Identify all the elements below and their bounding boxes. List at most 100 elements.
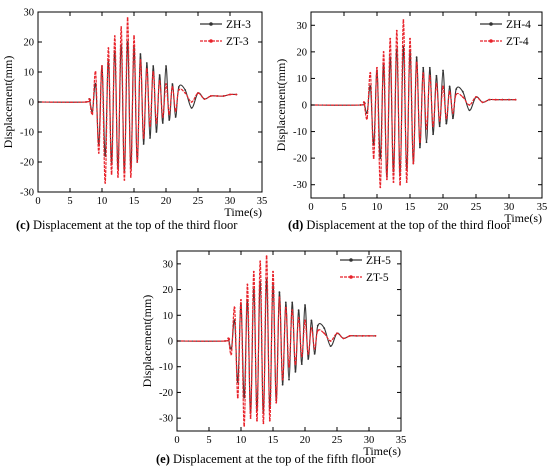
data-point-zh-3 bbox=[165, 65, 167, 67]
data-point-zt-4 bbox=[461, 96, 464, 98]
series-line-zt-3 bbox=[38, 17, 237, 184]
legend-marker bbox=[489, 22, 493, 26]
data-point-zt-3 bbox=[107, 47, 110, 49]
data-point-zh-4 bbox=[419, 146, 421, 149]
y-tick-label: 10 bbox=[297, 74, 308, 85]
data-point-zh-3 bbox=[145, 62, 148, 64]
data-point-zt-5 bbox=[249, 417, 252, 419]
data-point-zh-5 bbox=[278, 291, 281, 293]
data-point-zh-4 bbox=[445, 122, 448, 125]
data-point-zt-3 bbox=[142, 137, 145, 139]
y-tick-label: -30 bbox=[20, 188, 34, 199]
legend-marker bbox=[209, 22, 213, 26]
data-point-zt-5 bbox=[323, 332, 326, 335]
data-point-zh-3 bbox=[139, 53, 142, 55]
x-tick-label: 30 bbox=[504, 202, 515, 213]
data-point-zt-4 bbox=[422, 72, 425, 74]
data-point-zh-5 bbox=[300, 363, 303, 365]
data-point-zt-3 bbox=[158, 80, 161, 82]
data-point-zt-5 bbox=[307, 353, 310, 355]
data-point-zt-5 bbox=[342, 337, 345, 340]
data-point-zt-4 bbox=[514, 98, 517, 101]
data-point-zt-3 bbox=[168, 113, 171, 115]
data-point-zt-4 bbox=[428, 74, 431, 77]
series-line-zt-4 bbox=[311, 19, 516, 189]
data-point-zt-3 bbox=[123, 179, 126, 181]
data-point-zt-3 bbox=[117, 176, 119, 178]
y-tick-label: 0 bbox=[302, 101, 307, 112]
data-point-zh-4 bbox=[425, 141, 428, 144]
y-tick-label: 0 bbox=[168, 337, 173, 348]
data-point-zt-3 bbox=[171, 86, 174, 88]
data-point-zt-3 bbox=[209, 95, 212, 97]
data-point-zh-3 bbox=[177, 86, 180, 88]
data-point-zt-4 bbox=[366, 117, 368, 120]
data-point-zt-5 bbox=[300, 355, 303, 358]
data-point-zt-4 bbox=[409, 37, 411, 40]
data-point-zt-4 bbox=[359, 104, 362, 106]
data-point-zt-4 bbox=[481, 101, 484, 104]
y-tick-label: 20 bbox=[297, 47, 308, 58]
data-point-zt-5 bbox=[304, 319, 306, 322]
y-tick-label: -10 bbox=[293, 127, 307, 138]
plot-e: 0 5 10 15 20 25 30 35-30-20-100102030Time(s)Dis… bbox=[140, 250, 406, 458]
x-tick-label: 5 bbox=[206, 435, 211, 446]
data-point-zt-3 bbox=[97, 152, 100, 154]
data-point-zt-5 bbox=[243, 425, 246, 427]
data-point-zt-3 bbox=[136, 161, 139, 163]
data-point-zt-4 bbox=[389, 37, 392, 40]
data-point-zt-4 bbox=[501, 98, 504, 101]
data-point-zt-3 bbox=[155, 122, 158, 124]
x-tick-label: 30 bbox=[225, 196, 236, 207]
data-point-zt-3 bbox=[235, 93, 238, 96]
caption-c-text: Displacement at the top of the third flo… bbox=[33, 218, 238, 232]
data-point-zt-3 bbox=[113, 35, 116, 37]
y-axis-label: Displacement(mm) bbox=[274, 59, 288, 152]
y-axis-label: Displacement(mm) bbox=[1, 56, 15, 149]
data-point-zt-5 bbox=[284, 306, 287, 309]
x-tick-label: 25 bbox=[332, 435, 343, 446]
data-point-zt-4 bbox=[369, 72, 372, 74]
data-point-zh-3 bbox=[161, 122, 164, 124]
y-tick-label: -20 bbox=[20, 158, 34, 169]
data-point-zt-5 bbox=[224, 340, 226, 342]
x-tick-label: 35 bbox=[537, 202, 548, 213]
data-point-zt-5 bbox=[336, 332, 338, 335]
x-tick-label: 10 bbox=[97, 196, 108, 207]
data-point-zt-3 bbox=[203, 98, 206, 100]
y-axis-label: Displacement(mm) bbox=[140, 295, 154, 388]
legend: ZH-3 ZT-3 bbox=[200, 19, 251, 48]
caption-d-tag: (d) bbox=[288, 218, 304, 232]
data-point-zh-3 bbox=[171, 83, 174, 85]
caption-d: (d) Displacement at the top of the third… bbox=[288, 218, 511, 233]
data-point-zt-5 bbox=[236, 396, 239, 399]
data-point-zt-4 bbox=[494, 98, 497, 101]
data-point-zh-4 bbox=[435, 74, 438, 77]
data-point-zt-3 bbox=[88, 98, 91, 100]
data-point-zt-5 bbox=[259, 260, 262, 263]
x-tick-label: 10 bbox=[236, 435, 247, 446]
data-point-zt-5 bbox=[256, 419, 258, 422]
x-axis-label: Time(s) bbox=[224, 205, 262, 219]
data-point-zh-3 bbox=[174, 116, 177, 118]
data-point-zh-4 bbox=[442, 69, 444, 72]
data-point-zt-4 bbox=[376, 66, 378, 69]
plot-c: 0 5 10 15 20 25 30 35-30-20-100102030Time(s)Dis… bbox=[1, 8, 267, 220]
data-point-zt-5 bbox=[246, 283, 249, 286]
data-point-zt-3 bbox=[184, 92, 187, 94]
data-point-zh-5 bbox=[291, 301, 294, 304]
data-point-zt-3 bbox=[120, 26, 123, 28]
data-point-zt-3 bbox=[85, 101, 87, 103]
data-point-zt-5 bbox=[329, 340, 332, 342]
data-point-zh-5 bbox=[304, 304, 306, 306]
data-point-zt-5 bbox=[281, 378, 284, 381]
y-tick-label: 10 bbox=[24, 68, 35, 79]
data-point-zh-3 bbox=[190, 107, 193, 109]
data-point-zt-3 bbox=[145, 68, 148, 70]
y-tick-label: 0 bbox=[29, 98, 34, 109]
x-tick-label: 5 bbox=[67, 196, 72, 207]
data-point-zt-4 bbox=[488, 98, 491, 101]
data-point-zt-3 bbox=[101, 65, 103, 67]
data-point-zt-4 bbox=[425, 127, 428, 130]
